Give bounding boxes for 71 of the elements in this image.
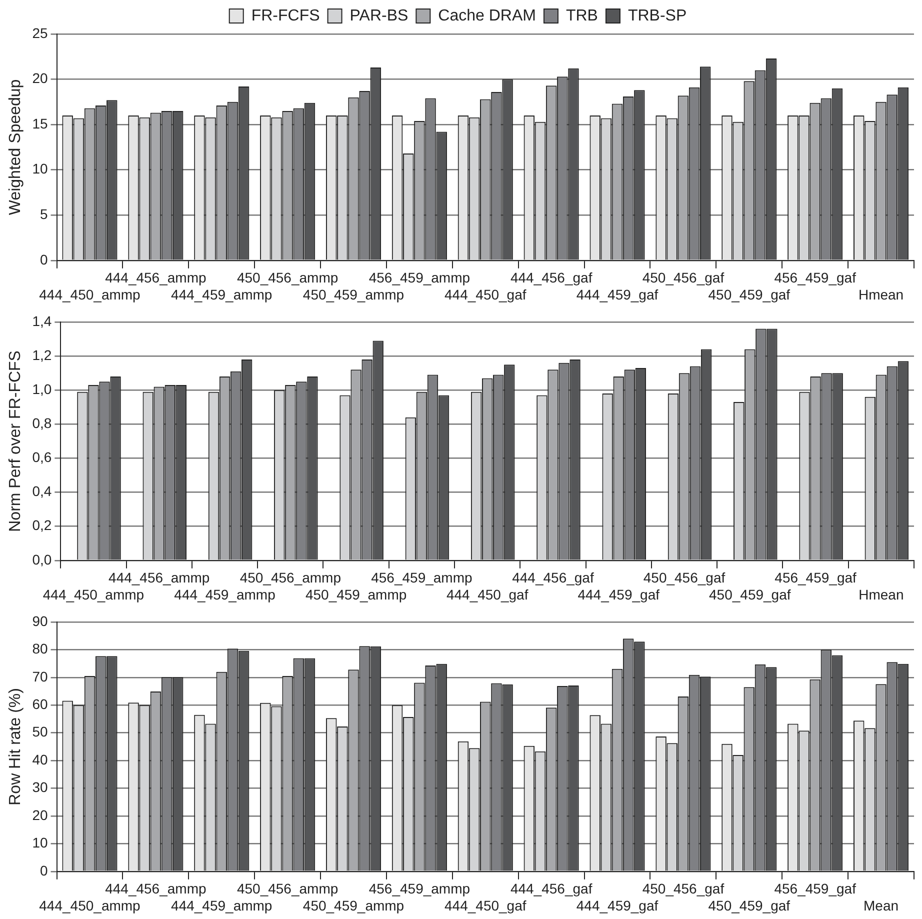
x-tick-label: 450_459_ammp — [302, 286, 404, 302]
y-tick-label: 30 — [32, 779, 48, 796]
y-tick-label: 1,2 — [32, 346, 52, 363]
x-tick-label: 444_456_gaf — [510, 880, 592, 897]
x-tick-label: 456_459_ammp — [368, 880, 470, 897]
x-tick-label: Hmean — [858, 286, 904, 302]
y-tick-label: 25 — [32, 24, 48, 41]
legend-label: TRB-SP — [628, 7, 687, 24]
y-tick-label: 0,8 — [32, 415, 52, 432]
x-tick-label: 450_459_ammp — [302, 897, 404, 914]
x-tick-label: 450_456_ammp — [236, 270, 338, 286]
x-tick-label: 450_459_gaf — [708, 897, 790, 914]
legend-label: PAR-BS — [350, 7, 408, 24]
x-tick-label: 444_459_ammp — [174, 586, 276, 602]
y-tick-label: 50 — [32, 724, 48, 740]
y-tick-label: 15 — [32, 115, 48, 132]
y-tick-label: 70 — [32, 668, 48, 684]
x-tick-label: 444_459_gaf — [576, 286, 658, 302]
x-tick-label: 444_459_gaf — [578, 586, 660, 602]
x-tick-label: 444_450_ammp — [39, 897, 141, 914]
x-tick-label: 444_459_gaf — [576, 897, 658, 914]
x-tick-label: 444_456_gaf — [510, 270, 592, 286]
x-tick-label: 456_459_ammp — [371, 570, 472, 586]
x-tick-label: 444_456_gaf — [512, 570, 594, 586]
x-tick-label: 450_456_gaf — [642, 880, 724, 897]
x-tick-label: Hmean — [858, 586, 904, 602]
y-axis-title: Norm Perf over FR-FCFS — [7, 350, 24, 532]
y-axis-title: Weighted Speedup — [7, 79, 24, 216]
x-tick-label: 450_456_gaf — [643, 570, 726, 586]
x-tick-label: 456_459_gaf — [774, 270, 856, 286]
x-tick-label: 456_459_ammp — [368, 270, 470, 286]
x-tick-label: 444_459_ammp — [171, 897, 272, 914]
y-tick-label: 0,6 — [32, 449, 52, 466]
y-tick-label: 40 — [32, 751, 48, 768]
x-tick-label: 444_456_ammp — [105, 880, 206, 897]
x-tick-label: 450_456_ammp — [236, 880, 338, 897]
x-tick-label: 444_456_ammp — [105, 270, 206, 286]
x-tick-label: 444_456_ammp — [108, 570, 210, 586]
y-tick-label: 5 — [40, 206, 48, 222]
y-tick-label: 0 — [40, 251, 48, 268]
y-tick-label: 0,2 — [32, 517, 52, 534]
y-tick-label: 1,0 — [32, 380, 52, 397]
x-tick-label: 450_456_ammp — [240, 570, 342, 586]
x-tick-label: 444_450_ammp — [42, 586, 144, 602]
x-tick-label: 444_459_ammp — [171, 286, 272, 302]
y-tick-label: 20 — [32, 70, 48, 86]
y-tick-label: 90 — [32, 612, 48, 629]
y-tick-label: 60 — [32, 696, 48, 712]
x-tick-label: 450_456_gaf — [642, 270, 724, 286]
x-tick-label: 444_450_ammp — [39, 286, 141, 302]
legend-label: Cache DRAM — [438, 7, 536, 24]
x-tick-label: 444_450_gaf — [444, 897, 526, 914]
x-tick-label: 456_459_gaf — [774, 880, 856, 897]
y-tick-label: 20 — [32, 806, 48, 823]
y-tick-label: 10 — [32, 834, 48, 851]
x-tick-label: 450_459_gaf — [708, 286, 790, 302]
y-tick-label: 1,4 — [32, 312, 52, 329]
y-tick-label: 80 — [32, 640, 48, 657]
y-tick-label: 0,0 — [32, 551, 52, 568]
x-tick-label: 444_450_gaf — [444, 286, 526, 302]
x-tick-label: Mean — [864, 897, 899, 914]
x-tick-label: 450_459_ammp — [305, 586, 407, 602]
x-tick-label: 456_459_gaf — [774, 570, 857, 586]
legend-label: TRB — [566, 7, 598, 24]
y-axis-title: Row Hit rate (%) — [7, 688, 24, 806]
x-tick-label: 450_459_gaf — [709, 586, 791, 602]
legend-label: FR-FCFS — [251, 7, 320, 24]
x-tick-label: 444_450_gaf — [446, 586, 528, 602]
y-tick-label: 0,4 — [32, 483, 52, 500]
y-tick-label: 10 — [32, 160, 48, 177]
y-tick-label: 0 — [40, 862, 48, 878]
